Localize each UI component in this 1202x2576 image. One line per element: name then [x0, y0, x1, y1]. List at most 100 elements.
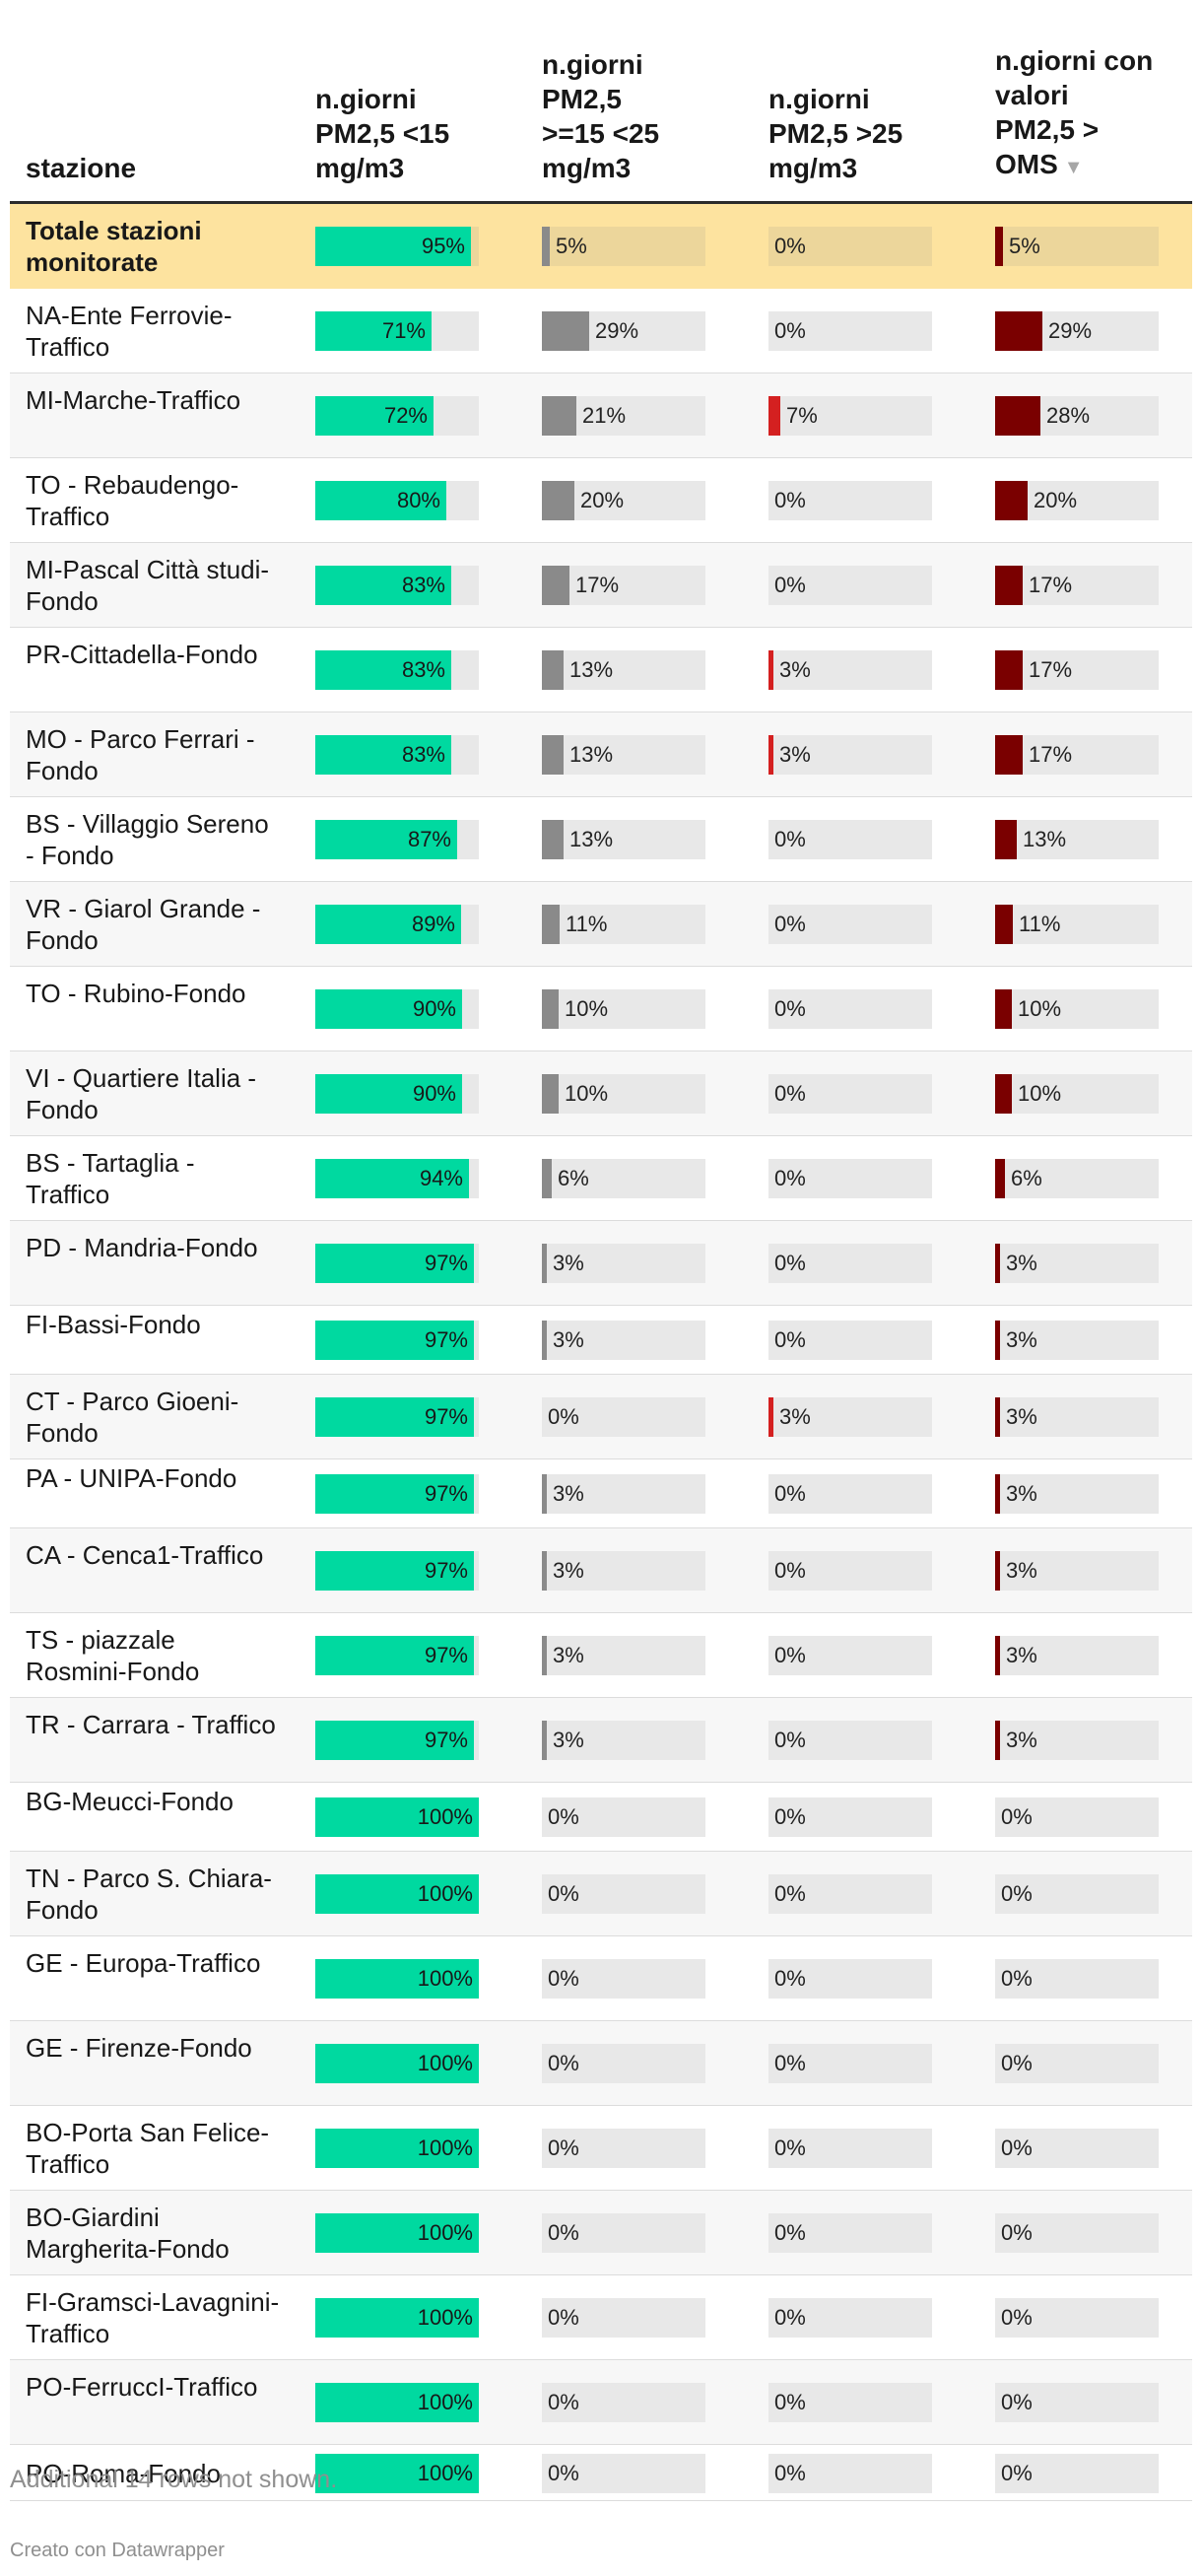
bar-track-col1: 97% — [315, 1244, 479, 1283]
bar-label-col4: 13% — [1023, 827, 1067, 851]
bar-track-col1: 71% — [315, 311, 479, 351]
bar-col4 — [995, 1244, 1000, 1283]
bar-track-col2: 10% — [542, 989, 705, 1029]
bar-track-col4: 0% — [995, 2298, 1159, 2338]
bar-label-col2: 0% — [548, 2305, 579, 2330]
station-name: VI - Quartiere Italia - Fondo — [26, 1063, 257, 1124]
bar-col1 — [315, 2044, 479, 2083]
bar-col2 — [542, 396, 576, 436]
bar-col1 — [315, 2383, 479, 2422]
station-name: BS - Villaggio Sereno - Fondo — [26, 809, 269, 870]
bar-track-col4: 0% — [995, 2044, 1159, 2083]
table-row: NA-Ente Ferrovie-Traffico 71% 29% 0% 29% — [10, 289, 1192, 373]
bar-col2 — [542, 1159, 552, 1198]
table-row: TS - piazzale Rosmini-Fondo 97% 3% 0% 3% — [10, 1613, 1192, 1698]
station-name: TN - Parco S. Chiara-Fondo — [26, 1864, 272, 1925]
bar-label-col3: 0% — [774, 1166, 806, 1190]
bar-track-col3: 0% — [768, 2454, 932, 2493]
bar-track-col1: 87% — [315, 820, 479, 859]
bar-col1 — [315, 481, 446, 520]
bar-track-col2: 6% — [542, 1159, 705, 1198]
bar-col1 — [315, 396, 434, 436]
bar-track-col1: 94% — [315, 1159, 479, 1198]
bar-track-col4: 11% — [995, 905, 1159, 944]
station-name: GE - Firenze-Fondo — [26, 2033, 252, 2063]
table-row: MO - Parco Ferrari - Fondo 83% 13% 3% 17% — [10, 712, 1192, 797]
bar-col2 — [542, 1074, 559, 1114]
sort-descending-icon[interactable]: ▼ — [1063, 157, 1084, 178]
bar-track-col3: 0% — [768, 989, 932, 1029]
bar-col1 — [315, 1074, 462, 1114]
header-col2[interactable]: n.giorni PM2,5 >=15 <25 mg/m3 — [542, 49, 660, 183]
bar-label-col4: 3% — [1006, 1404, 1037, 1429]
table-row: FI-Gramsci-Lavagnini- Traffico 100% 0% 0% 0% — [10, 2275, 1192, 2360]
bar-track-col1: 100% — [315, 1959, 479, 1999]
bar-track-col3: 0% — [768, 1959, 932, 1999]
bar-track-col3: 0% — [768, 905, 932, 944]
table-row: PD - Mandria-Fondo 97% 3% 0% 3% — [10, 1221, 1192, 1306]
station-name: BG-Meucci-Fondo — [26, 1787, 234, 1816]
header-col4[interactable]: n.giorni con valori PM2,5 > OMS ▼ — [995, 43, 1153, 185]
bar-track-col4: 3% — [995, 1474, 1159, 1514]
bar-col1 — [315, 1721, 474, 1760]
table-row: GE - Firenze-Fondo 100% 0% 0% 0% — [10, 2021, 1192, 2106]
bar-col1 — [315, 2454, 479, 2493]
station-name: TR - Carrara - Traffico — [26, 1710, 276, 1739]
bar-track-col4: 3% — [995, 1321, 1159, 1360]
bar-label-col2: 3% — [553, 1558, 584, 1583]
bar-label-col3: 0% — [774, 488, 806, 512]
bar-label-col2: 17% — [575, 573, 620, 597]
bar-track-col3: 0% — [768, 2383, 932, 2422]
bar-label-col2: 0% — [548, 2220, 579, 2245]
footnote: Additional 14 rows not shown. — [10, 2466, 338, 2493]
bar-label-col4: 0% — [1001, 2220, 1033, 2245]
bar-track-col1: 72% — [315, 396, 479, 436]
bar-label-col1: 100% — [417, 1966, 473, 1991]
table-row: GE - Europa-Traffico 100% 0% 0% 0% — [10, 1936, 1192, 2021]
bar-label-col2: 3% — [553, 1251, 584, 1275]
bar-track-col4: 0% — [995, 2213, 1159, 2253]
bar-track-col4: 10% — [995, 989, 1159, 1029]
bar-col1 — [315, 311, 432, 351]
header-col3[interactable]: n.giorni PM2,5 >25 mg/m3 — [768, 84, 903, 183]
bar-col4 — [995, 227, 1003, 266]
station-name: TS - piazzale Rosmini-Fondo — [26, 1625, 200, 1686]
credit[interactable]: Creato con Datawrapper — [10, 2540, 225, 2561]
station-name: MI-Marche-Traffico — [26, 385, 241, 415]
bar-track-col3: 0% — [768, 2213, 932, 2253]
bar-track-col1: 97% — [315, 1636, 479, 1675]
bar-col4 — [995, 905, 1013, 944]
bar-label-col2: 10% — [565, 996, 609, 1021]
bar-label-col2: 10% — [565, 1081, 609, 1106]
station-name: PO-FerruccI-Traffico — [26, 2372, 258, 2402]
bar-col1 — [315, 735, 451, 775]
bar-track-col1: 83% — [315, 735, 479, 775]
bar-track-col3: 0% — [768, 820, 932, 859]
bar-track-col4: 3% — [995, 1244, 1159, 1283]
bar-col3 — [768, 650, 773, 690]
bar-col1 — [315, 1244, 474, 1283]
bar-col2 — [542, 735, 564, 775]
bar-label-col2: 29% — [595, 318, 639, 343]
station-name: TO - Rubino-Fondo — [26, 979, 246, 1008]
station-name: CT - Parco Gioeni-Fondo — [26, 1387, 239, 1448]
bar-track-col3: 0% — [768, 566, 932, 605]
bar-label-col3: 0% — [774, 1081, 806, 1106]
bar-label-col3: 0% — [774, 912, 806, 936]
table-row: TO - Rubino-Fondo 90% 10% 0% 10% — [10, 967, 1192, 1051]
bar-label-col1: 80% — [396, 488, 440, 512]
header-col1[interactable]: n.giorni PM2,5 <15 mg/m3 — [315, 84, 450, 183]
bar-label-col1: 87% — [407, 827, 451, 851]
bar-label-col4: 10% — [1018, 996, 1062, 1021]
header-col4-label: n.giorni con valori PM2,5 > OMS — [995, 45, 1154, 179]
bar-label-col3: 0% — [774, 1481, 806, 1506]
bar-col1 — [315, 1321, 474, 1360]
bar-label-col1: 100% — [417, 2135, 473, 2160]
bar-col1 — [315, 566, 451, 605]
header-station[interactable]: stazione — [26, 153, 137, 183]
bar-track-col4: 3% — [995, 1551, 1159, 1591]
bar-track-col1: 97% — [315, 1474, 479, 1514]
bar-label-col4: 5% — [1009, 234, 1040, 258]
table-row: MI-Pascal Città studi-Fondo 83% 17% 0% 17% — [10, 543, 1192, 628]
station-name: MO - Parco Ferrari - Fondo — [26, 724, 255, 785]
